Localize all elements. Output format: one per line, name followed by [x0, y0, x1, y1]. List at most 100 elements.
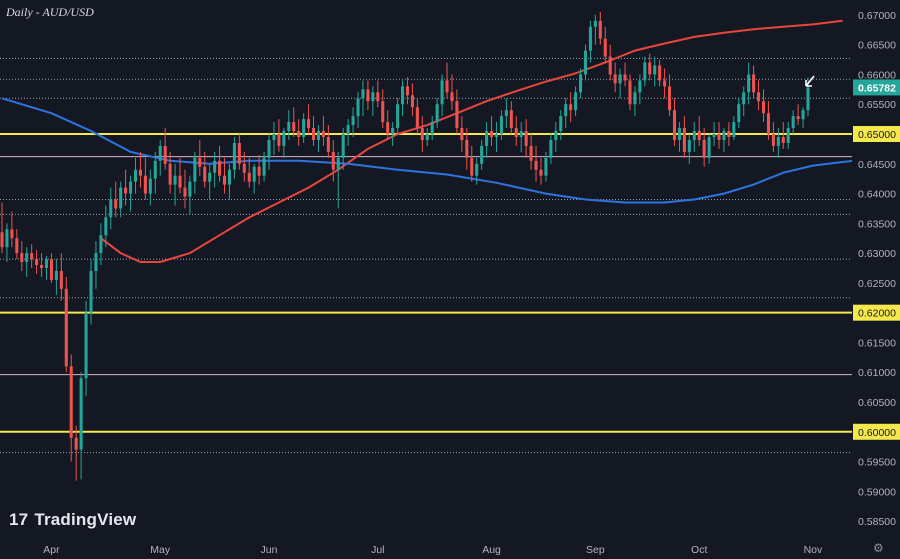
candle-body: [445, 80, 449, 93]
candle-body: [539, 169, 543, 176]
candle-body: [737, 104, 741, 123]
price-tick-label: 0.58500: [858, 516, 896, 528]
candle-body: [455, 101, 459, 129]
candle-body: [668, 86, 672, 111]
candle-body: [663, 80, 667, 87]
price-tick-label: 0.67000: [858, 10, 896, 22]
candle-body: [494, 134, 499, 137]
key-level-badge: [853, 304, 900, 321]
candle-body: [435, 104, 439, 123]
candle-body: [292, 122, 296, 132]
candle-body: [405, 86, 410, 96]
candle-body: [346, 125, 350, 134]
candle-body: [74, 437, 78, 450]
price-axis[interactable]: 0.67000 0.66500 0.66000 0.65500 0.65000 0.645…: [852, 0, 900, 559]
price-tick-label: 0.59000: [858, 486, 896, 498]
arrow-annotation: [805, 75, 815, 87]
candle-body: [302, 119, 306, 137]
candle-body: [761, 101, 766, 114]
candle-body: [168, 163, 172, 185]
price-tick-label: 0.60500: [858, 397, 896, 409]
settings-icon[interactable]: ⚙: [873, 541, 884, 555]
price-tick-label: 0.63500: [858, 218, 896, 230]
candle-body: [222, 175, 227, 185]
key-level-label: 0.60000: [858, 427, 896, 439]
price-tick-label: 0.59500: [858, 457, 896, 469]
candle-body: [420, 128, 424, 140]
candle-body: [326, 136, 330, 152]
candle-body: [544, 157, 548, 176]
candle-body: [598, 20, 602, 39]
candle-body: [559, 116, 563, 132]
candle-body: [129, 181, 133, 194]
candle-body: [173, 175, 177, 185]
candle-body: [203, 166, 207, 182]
candle-body: [465, 139, 469, 158]
moving-averages: [1, 19, 900, 263]
candle-body: [766, 113, 770, 134]
candle-body: [400, 86, 405, 105]
candle-body: [653, 65, 657, 75]
candle-body: [554, 131, 558, 140]
candle-body: [356, 98, 360, 117]
candle-body: [188, 181, 192, 197]
candle-body: [277, 134, 281, 146]
candle-body: [712, 134, 716, 137]
candle-body: [697, 131, 701, 140]
candle-body: [40, 265, 44, 268]
price-tick-label: 0.64000: [858, 189, 896, 201]
candle-body: [771, 134, 775, 146]
candle-body: [247, 172, 251, 182]
candle-body: [316, 131, 320, 140]
candle-body: [371, 92, 375, 102]
month-label: Sep: [586, 544, 605, 556]
candle-body: [104, 217, 108, 236]
candle-body: [227, 169, 231, 185]
price-tick-label: 0.62500: [858, 278, 896, 290]
candle-body: [119, 187, 123, 209]
month-label: Aug: [482, 544, 501, 556]
candle-body: [49, 259, 53, 280]
candle-body: [311, 128, 316, 140]
candle-body: [682, 128, 686, 152]
tradingview-logo-icon: 17: [9, 510, 29, 529]
candle-body: [490, 131, 494, 137]
candle-body: [54, 270, 58, 280]
candle-body: [638, 80, 642, 93]
candle-body: [208, 172, 212, 182]
candle-body: [376, 92, 380, 102]
moving-average-line: [1, 97, 900, 204]
tradingview-logo: 17 TradingView: [9, 510, 136, 530]
candle-body: [381, 101, 385, 123]
candle-body: [15, 238, 19, 254]
current-price-label: 0.65782: [858, 82, 896, 94]
candle-body: [341, 134, 345, 158]
candle-body: [781, 136, 785, 143]
candle-body: [148, 178, 152, 194]
candle-body: [623, 74, 627, 81]
time-axis[interactable]: Apr May Jun Jul Aug Sep Oct Nov: [0, 536, 852, 559]
candle-body: [702, 139, 706, 158]
candle-body: [391, 128, 395, 134]
candle-body: [218, 160, 222, 176]
brand-label: TradingView: [34, 510, 137, 529]
candle-body: [499, 116, 503, 134]
candle-body: [307, 119, 311, 129]
candle-body: [59, 270, 63, 289]
candle-body: [514, 128, 518, 137]
candle-body: [687, 139, 691, 152]
candle-body: [44, 259, 49, 268]
candle-body: [534, 160, 538, 170]
candle-body: [806, 87, 810, 111]
candle-body: [64, 288, 68, 367]
candle-body: [529, 145, 533, 161]
candle-body: [331, 151, 335, 170]
candle-body: [336, 157, 340, 170]
price-tick-label: 0.61500: [858, 337, 896, 349]
candle-body: [124, 187, 128, 194]
candle-body: [608, 56, 612, 75]
candle-body: [89, 270, 93, 313]
candle-body: [588, 26, 592, 51]
month-label: Jun: [261, 544, 278, 556]
